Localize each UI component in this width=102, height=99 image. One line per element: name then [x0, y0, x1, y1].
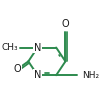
Text: N: N	[34, 42, 41, 53]
Text: N: N	[34, 70, 41, 80]
Text: CH₃: CH₃	[2, 43, 18, 52]
Text: NH₂: NH₂	[82, 71, 99, 80]
Text: O: O	[62, 19, 69, 29]
Text: O: O	[13, 64, 21, 74]
